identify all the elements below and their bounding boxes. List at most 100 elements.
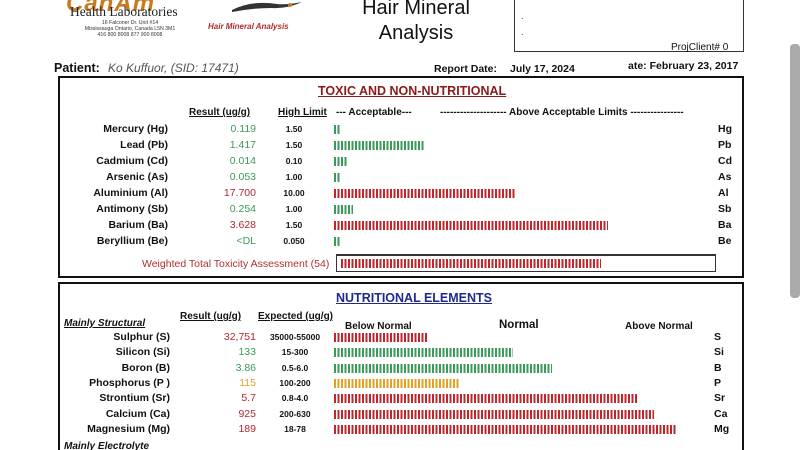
nutri-result-value: 3.86 — [235, 361, 256, 374]
toxic-element-symbol: Al — [718, 187, 729, 199]
group-structural: Mainly Structural — [64, 318, 146, 329]
toxic-element-symbol: Be — [718, 235, 732, 247]
nutri-element-symbol: Ca — [714, 407, 728, 420]
toxic-element-symbol: Cd — [718, 155, 732, 167]
nutri-result-value: 5.7 — [241, 392, 256, 405]
weighted-toxicity-bar — [341, 259, 601, 268]
toxic-col-acceptable: --- Acceptable--- — [336, 107, 412, 118]
lab-address-line: 416 800 8008 877 900 8008 — [97, 32, 163, 38]
toxic-high-limit: 1.00 — [285, 204, 303, 214]
toxic-level-bar — [334, 125, 340, 134]
toxic-result-value: 0.014 — [229, 155, 256, 167]
toxic-element-name: Lead (Pb) — [120, 139, 168, 151]
toxic-element-name: Cadmium (Cd) — [96, 155, 168, 167]
toxic-element-symbol: Ba — [718, 219, 732, 231]
client-dot: . — [521, 27, 524, 37]
toxic-result-value: 0.053 — [229, 171, 256, 183]
toxic-element-name: Arsenic (As) — [106, 171, 168, 183]
nutri-element-symbol: Mg — [714, 422, 730, 435]
client-dot: . — [521, 11, 524, 21]
lab-name: Health Laboratories — [70, 4, 178, 19]
toxic-element-name: Beryllium (Be) — [96, 235, 168, 247]
nutri-element-name: Boron (B) — [121, 361, 170, 374]
nutri-level-bar — [334, 363, 552, 373]
client-info-box: . . — [514, 0, 744, 52]
group-electrolyte: Mainly Electrolyte — [64, 441, 150, 450]
nutri-col-result: Result (ug/g) — [180, 311, 242, 322]
proj-client-number: ProjClient# 0 — [671, 42, 729, 53]
toxic-element-name: Antimony (Sb) — [96, 203, 168, 215]
toxic-element-symbol: Pb — [718, 139, 732, 151]
report-title-line: Analysis — [378, 22, 454, 44]
nutritional-section — [58, 282, 744, 450]
toxic-col-above: -------------------- Above Acceptable Li… — [440, 107, 684, 118]
toxic-section-title: TOXIC AND NON-NUTRITIONAL — [318, 84, 507, 98]
lab-address-line: 16 Falconer Dr. Unit #14 — [101, 20, 159, 26]
toxic-section — [58, 76, 744, 278]
report-date-label: Report Date: — [434, 63, 498, 75]
nutri-col-expected: Expected (ug/g) — [258, 311, 334, 322]
toxic-result-value: 1.417 — [229, 139, 256, 151]
toxic-col-result: Result (ug/g) — [189, 107, 251, 118]
nutri-level-bar — [334, 394, 638, 404]
lab-address: 16 Falconer Dr. Unit #14 Mississauga Ont… — [60, 20, 200, 38]
nutri-col-above: Above Normal — [625, 321, 693, 332]
toxic-high-limit: 1.50 — [285, 140, 303, 150]
lab-tagline: Hair Mineral Analysis — [208, 22, 289, 31]
toxic-element-name: Aluminium (Al) — [93, 187, 168, 199]
toxic-high-limit: 0.10 — [285, 156, 303, 166]
weighted-toxicity-frame — [336, 255, 716, 272]
nutri-level-bar — [334, 424, 677, 434]
nutri-result-value: 115 — [239, 376, 256, 389]
toxic-high-limit: 1.00 — [285, 172, 303, 182]
nutri-element-name: Sulphur (S) — [113, 331, 170, 343]
nutri-element-name: Silicon (Si) — [115, 346, 170, 359]
toxic-result-value: 3.628 — [229, 219, 256, 231]
weighted-toxicity-rule — [336, 254, 716, 255]
toxic-level-bar — [334, 189, 516, 198]
toxic-level-bar — [334, 173, 340, 182]
nutri-element-symbol: B — [714, 361, 722, 374]
nutri-col-below: Below Normal — [345, 321, 412, 332]
toxic-element-symbol: Sb — [718, 203, 732, 215]
nutri-result-value: 133 — [238, 346, 256, 359]
toxic-high-limit: 1.50 — [285, 124, 303, 134]
nutri-result-value: 925 — [238, 407, 256, 420]
toxic-col-limit: High Limit — [278, 107, 327, 118]
toxic-result-value: 0.119 — [230, 123, 257, 135]
toxic-level-bar — [334, 221, 608, 230]
nutri-result-value: 189 — [238, 422, 256, 435]
nutri-level-bar — [334, 348, 513, 358]
nutri-expected-range: 100-200 — [279, 377, 311, 388]
report-date: July 17, 2024 — [510, 63, 575, 75]
nutri-element-symbol: Si — [714, 346, 724, 359]
lab-logo-brand: CanAm — [66, 0, 156, 17]
toxic-level-bar — [334, 205, 353, 214]
nutri-element-name: Phosphorus (P ) — [89, 376, 170, 389]
nutri-expected-range: 0.5-6.0 — [281, 362, 309, 373]
nutri-element-symbol: S — [714, 331, 722, 343]
nutri-element-name: Strontium (Sr) — [99, 392, 170, 405]
nutri-element-symbol: P — [714, 376, 722, 389]
patient-label: Patient: — [54, 61, 100, 75]
nutri-expected-range: 15-300 — [281, 347, 309, 358]
toxic-high-limit: 1.50 — [285, 220, 303, 230]
toxic-level-bar — [334, 237, 340, 246]
patient-name: Ko Kuffuor, (SID: 17471) — [108, 61, 239, 75]
nutritional-section-title: NUTRITIONAL ELEMENTS — [336, 291, 493, 305]
toxic-element-name: Mercury (Hg) — [103, 123, 168, 135]
scrollbar[interactable] — [790, 44, 800, 298]
toxic-high-limit: 10.00 — [283, 188, 305, 198]
toxic-element-symbol: Hg — [718, 123, 732, 135]
toxic-element-name: Barium (Ba) — [108, 219, 168, 231]
nutri-expected-range: 18-78 — [284, 423, 306, 434]
report-title: Hair Mineral Analysis — [352, 0, 480, 46]
nutri-level-bar — [334, 409, 654, 419]
sample-date: ate: February 23, 2017 — [628, 60, 739, 72]
weighted-toxicity-label: Weighted Total Toxicity Assessment (54) — [142, 258, 330, 270]
nutri-element-name: Calcium (Ca) — [105, 407, 170, 420]
lab-address-line: Mississauga Ontario, Canada L5N 3M1 — [84, 26, 176, 32]
toxic-result-value: <DL — [236, 235, 256, 247]
nutri-level-bar — [334, 378, 459, 388]
nutri-element-name: Magnesium (Mg) — [87, 422, 170, 435]
